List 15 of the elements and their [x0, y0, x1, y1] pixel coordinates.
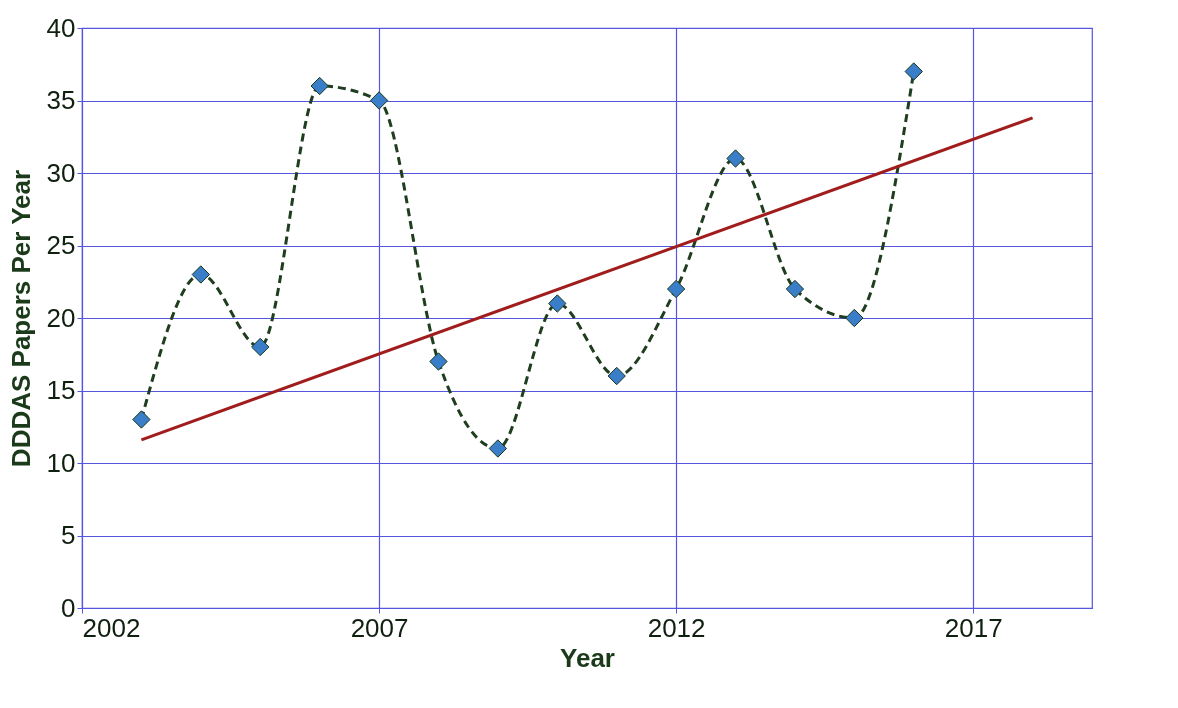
x-tick-label: 2007	[350, 612, 409, 643]
y-tick-label: 30	[46, 157, 76, 188]
y-tick-label: 20	[46, 302, 76, 333]
y-tick-label: 40	[46, 12, 76, 43]
y-tick-label: 25	[46, 230, 76, 260]
y-tick-label: 35	[46, 85, 76, 115]
x-tick-label: 2017	[944, 612, 1003, 643]
y-tick-label: 0	[61, 592, 76, 623]
y-tick-label: 15	[46, 375, 76, 405]
x-tick-label: 2012	[647, 612, 706, 643]
y-tick-label: 10	[46, 447, 76, 478]
y-tick-label: 5	[61, 520, 76, 550]
x-axis-title: Year	[560, 642, 615, 673]
x-tick-label: 2002	[82, 612, 141, 643]
y-axis-title: DDDAS Papers Per Year	[5, 169, 36, 468]
